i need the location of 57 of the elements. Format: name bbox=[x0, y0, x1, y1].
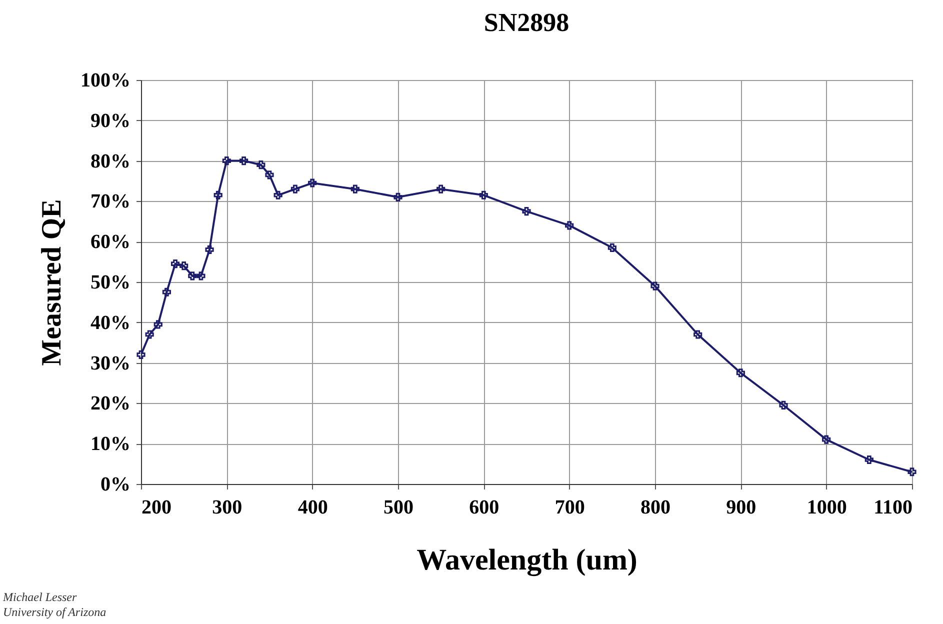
point bbox=[154, 320, 162, 329]
point bbox=[822, 435, 831, 444]
point bbox=[214, 190, 222, 200]
point bbox=[736, 368, 745, 378]
y-tick-label: 10% bbox=[90, 433, 130, 456]
point bbox=[265, 170, 274, 180]
x-tick-label: 600 bbox=[469, 496, 500, 518]
point bbox=[350, 184, 360, 194]
x-tick-label: 1100 bbox=[874, 496, 912, 518]
x-tick-label: 400 bbox=[298, 496, 328, 518]
point bbox=[908, 468, 916, 476]
point bbox=[864, 455, 874, 464]
point bbox=[222, 156, 231, 166]
point bbox=[205, 245, 214, 254]
point bbox=[522, 207, 531, 216]
chart-title: SN2898 bbox=[484, 8, 570, 37]
point bbox=[188, 272, 197, 280]
x-tick-label: 500 bbox=[384, 496, 414, 518]
y-tick-label: 30% bbox=[90, 352, 130, 374]
y-tick-label: 50% bbox=[90, 272, 130, 294]
point bbox=[180, 262, 188, 270]
point bbox=[608, 243, 616, 252]
y-tick-label: 40% bbox=[90, 312, 130, 334]
text: University of Arizona bbox=[3, 605, 106, 619]
y-tick-label: 60% bbox=[90, 231, 130, 254]
point bbox=[565, 221, 574, 230]
y-tick-label: 100% bbox=[80, 70, 130, 92]
y-tick-label: 90% bbox=[90, 110, 130, 132]
y-tick-label: 20% bbox=[90, 392, 130, 415]
x-tick-label: 200 bbox=[142, 496, 172, 518]
y-tick-label: 70% bbox=[90, 190, 130, 213]
point bbox=[256, 160, 266, 170]
point bbox=[479, 190, 488, 200]
point bbox=[394, 192, 402, 202]
point bbox=[436, 184, 446, 194]
point bbox=[779, 400, 788, 410]
x-tick-label: 700 bbox=[554, 496, 585, 518]
point bbox=[196, 272, 206, 280]
x-tick-label: 900 bbox=[726, 496, 756, 518]
point bbox=[170, 260, 180, 268]
x-axis-title: Wavelength (um) bbox=[416, 544, 638, 576]
point bbox=[162, 288, 171, 296]
text: Michael Lesser bbox=[2, 590, 77, 604]
point bbox=[145, 330, 154, 339]
point bbox=[308, 178, 317, 188]
y-tick-label: 80% bbox=[90, 150, 130, 172]
x-tick-label: 1000 bbox=[806, 496, 847, 518]
y-tick-label: 0% bbox=[100, 474, 130, 496]
point bbox=[694, 330, 702, 339]
point bbox=[240, 156, 248, 166]
point bbox=[274, 190, 282, 200]
x-tick-label: 800 bbox=[640, 496, 670, 518]
y-axis-title: Measured QE bbox=[36, 199, 68, 366]
point bbox=[290, 184, 300, 194]
point bbox=[650, 282, 660, 290]
x-tick-label: 300 bbox=[212, 496, 242, 518]
point bbox=[136, 350, 146, 360]
